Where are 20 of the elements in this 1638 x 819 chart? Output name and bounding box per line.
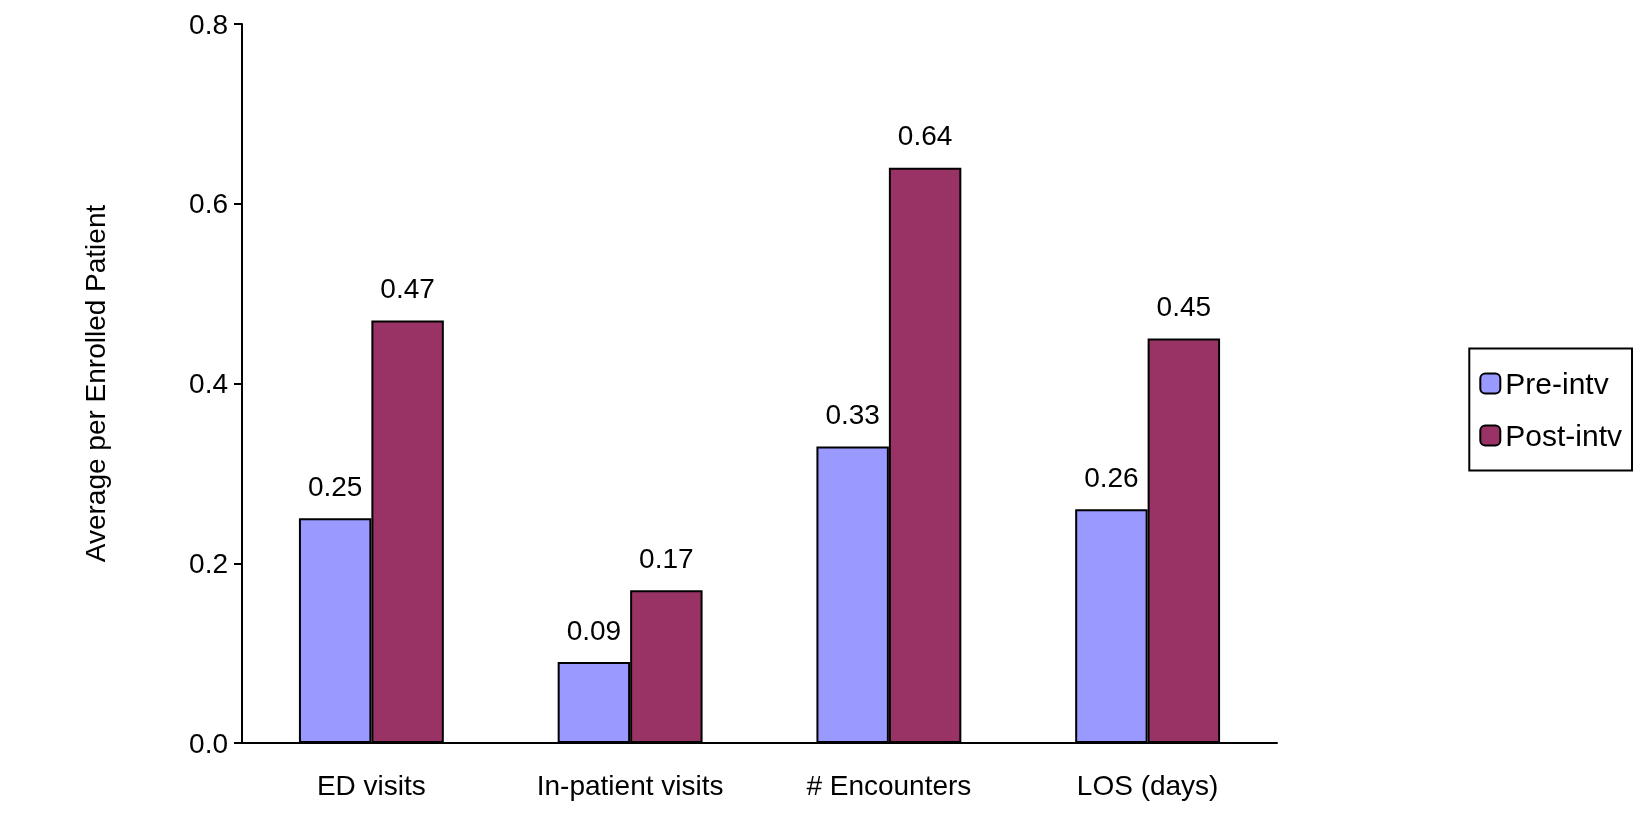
data-label: 0.26 — [1084, 461, 1139, 493]
data-label: 0.25 — [307, 470, 363, 502]
data-label: 0.09 — [566, 614, 622, 646]
y-tick-label: 0.0 — [189, 727, 228, 759]
x-tick-label: # Encounters — [806, 769, 972, 801]
data-label: 0.17 — [639, 542, 694, 574]
legend-label: Pre-intv — [1505, 367, 1609, 400]
y-tick-label: 0.8 — [189, 8, 228, 40]
legend-label: Post-intv — [1505, 419, 1623, 452]
data-label: 0.45 — [1156, 291, 1212, 323]
data-label: 0.64 — [897, 120, 953, 152]
x-tick-label: ED visits — [316, 769, 426, 801]
y-axis-title: Average per Enrolled Patient — [79, 204, 111, 563]
data-label: 0.47 — [380, 273, 435, 305]
y-tick-label: 0.4 — [189, 368, 228, 399]
y-tick-label: 0.6 — [189, 188, 228, 220]
data-label: 0.33 — [825, 398, 880, 430]
x-tick-label: In-patient visits — [536, 769, 724, 801]
y-tick-label: 0.2 — [189, 547, 228, 579]
x-tick-label: LOS (days) — [1076, 769, 1219, 801]
